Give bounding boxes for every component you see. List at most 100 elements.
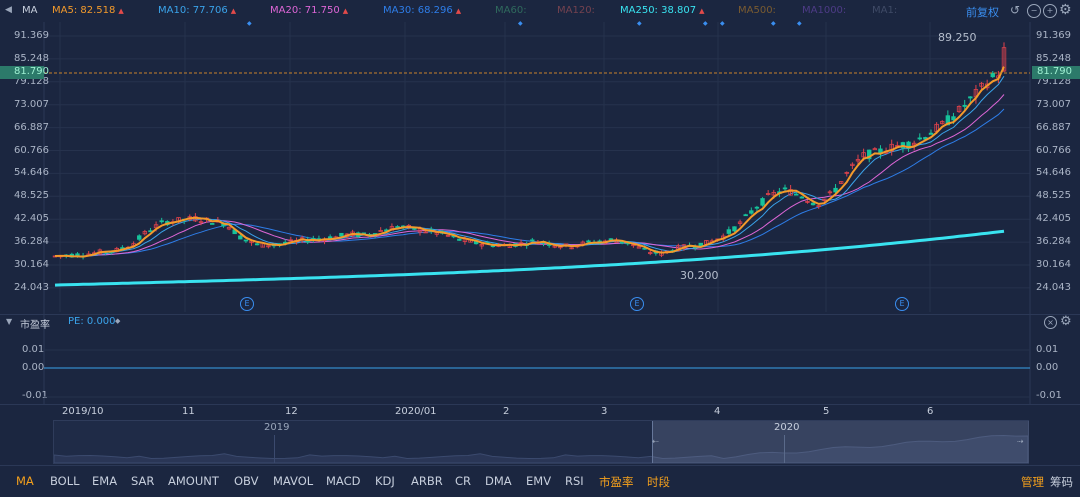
candle-body[interactable] [1001, 47, 1007, 72]
manage-button[interactable]: 管理 [1021, 475, 1044, 489]
zoom-out-icon[interactable]: − [1027, 4, 1041, 18]
chip-distribution-button[interactable]: 筹码 [1050, 475, 1073, 489]
candle-body[interactable] [732, 226, 737, 232]
candle-body[interactable] [810, 202, 816, 206]
ma-legend-item[interactable]: MA250: 38.807 ▲ [620, 5, 704, 16]
candle-body[interactable] [153, 224, 159, 229]
candle-body[interactable] [754, 206, 760, 209]
candle-body[interactable] [872, 148, 878, 151]
ma-legend-item[interactable]: MA1000: [802, 5, 846, 16]
candle-body[interactable] [945, 115, 951, 126]
pe-collapse-toggle-icon[interactable]: ▼ [6, 317, 13, 326]
candle-body[interactable] [822, 198, 827, 201]
indicator-tab-11[interactable]: DMA [485, 474, 512, 488]
indicator-tab-10[interactable]: CR [455, 474, 472, 488]
candle-body[interactable] [238, 235, 243, 240]
candle-body[interactable] [833, 187, 838, 193]
candle-body[interactable] [569, 247, 574, 250]
candle-body[interactable] [968, 96, 973, 99]
candle-body[interactable] [266, 245, 271, 248]
candle-body[interactable] [844, 171, 849, 174]
candle-body[interactable] [142, 231, 148, 235]
navigator-selected-window[interactable] [652, 421, 1029, 463]
indicator-tab-4[interactable]: AMOUNT [168, 474, 219, 488]
event-marker-icon[interactable]: E [240, 297, 254, 311]
indicator-tab-1[interactable]: BOLL [50, 474, 80, 488]
event-marker-icon[interactable]: E [630, 297, 644, 311]
candle-body[interactable] [771, 192, 776, 196]
ma-legend-item[interactable]: MA60: [495, 5, 527, 16]
ma-legend-item[interactable]: MA1: [872, 5, 897, 16]
candle-body[interactable] [928, 132, 934, 135]
navigator-right-handle-icon[interactable]: ⇢ [1017, 437, 1024, 446]
candle-body[interactable] [226, 226, 232, 230]
pe-close-icon[interactable]: × [1044, 316, 1057, 329]
navigator-left-handle-icon[interactable]: ⇠ [652, 437, 659, 446]
collapse-toggle-icon[interactable]: ◀ [5, 5, 12, 15]
indicator-tab-5[interactable]: OBV [234, 474, 259, 488]
candle-body[interactable] [911, 142, 917, 146]
candle-body[interactable] [855, 159, 861, 162]
candle-body[interactable] [990, 72, 995, 78]
indicator-tab-12[interactable]: EMV [526, 474, 552, 488]
candle-body[interactable] [788, 189, 793, 196]
pe-settings-gear-icon[interactable]: ⚙ [1060, 314, 1072, 329]
ma-legend-item[interactable]: MA120: [557, 5, 595, 16]
candle-body[interactable] [799, 196, 805, 199]
candle-body[interactable] [423, 231, 428, 234]
candle-body[interactable] [378, 230, 383, 232]
candle-body[interactable] [586, 240, 591, 243]
indicator-tab-0[interactable]: MA [16, 474, 34, 488]
zoom-in-icon[interactable]: + [1043, 4, 1057, 18]
indicator-tab-15[interactable]: 时段 [647, 475, 670, 489]
candle-body[interactable] [906, 141, 911, 149]
candle-body[interactable] [951, 116, 956, 121]
candle-body[interactable] [530, 239, 535, 242]
candle-body[interactable] [743, 214, 748, 217]
candle-body[interactable] [749, 210, 754, 214]
candle-body[interactable] [648, 252, 653, 254]
candle-body[interactable] [827, 191, 833, 194]
candle-body[interactable] [254, 243, 260, 246]
candle-body[interactable] [765, 193, 771, 196]
candle-body[interactable] [243, 239, 249, 242]
ma-legend-item[interactable]: MA20: 71.750 ▲ [270, 5, 348, 16]
undo-icon[interactable]: ↺ [1010, 3, 1021, 17]
indicator-tab-2[interactable]: EMA [92, 474, 118, 488]
candle-body[interactable] [445, 234, 451, 237]
candle-body[interactable] [940, 121, 945, 125]
candle-body[interactable] [867, 149, 872, 160]
settings-gear-icon[interactable]: ⚙ [1059, 2, 1072, 18]
range-navigator[interactable]: ⇠ ⇢ 2019 2020 [53, 420, 1029, 464]
indicator-tab-13[interactable]: RSI [565, 474, 584, 488]
candle-body[interactable] [159, 220, 164, 223]
ma-legend-item[interactable]: MA500: [738, 5, 776, 16]
indicator-tab-7[interactable]: MACD [326, 474, 361, 488]
candle-body[interactable] [636, 246, 642, 249]
candle-body[interactable] [917, 137, 922, 140]
candle-body[interactable] [794, 193, 799, 196]
candle-body[interactable] [956, 106, 962, 113]
candle-body[interactable] [210, 223, 215, 225]
indicator-tab-8[interactable]: KDJ [375, 474, 395, 488]
indicator-tab-9[interactable]: ARBR [411, 474, 443, 488]
event-marker-icon[interactable]: E [895, 297, 909, 311]
indicator-tab-3[interactable]: SAR [131, 474, 155, 488]
indicator-tab-14[interactable]: 市盈率 [599, 475, 634, 489]
adjust-mode-button[interactable]: 前复权 [966, 6, 999, 19]
candle-body[interactable] [457, 238, 462, 241]
candle-body[interactable] [737, 221, 743, 224]
candle-body[interactable] [850, 163, 855, 166]
ma-legend-item[interactable]: MA30: 68.296 ▲ [383, 5, 461, 16]
candle-body[interactable] [137, 235, 142, 240]
candle-body[interactable] [962, 104, 967, 107]
pe-chart[interactable] [0, 330, 1080, 405]
candle-body[interactable] [838, 181, 844, 184]
candle-body[interactable] [782, 187, 788, 190]
candle-body[interactable] [861, 152, 866, 158]
candle-body[interactable] [619, 241, 625, 244]
candle-body[interactable] [552, 245, 557, 248]
indicator-tab-6[interactable]: MAVOL [273, 474, 314, 488]
candle-body[interactable] [198, 221, 204, 224]
